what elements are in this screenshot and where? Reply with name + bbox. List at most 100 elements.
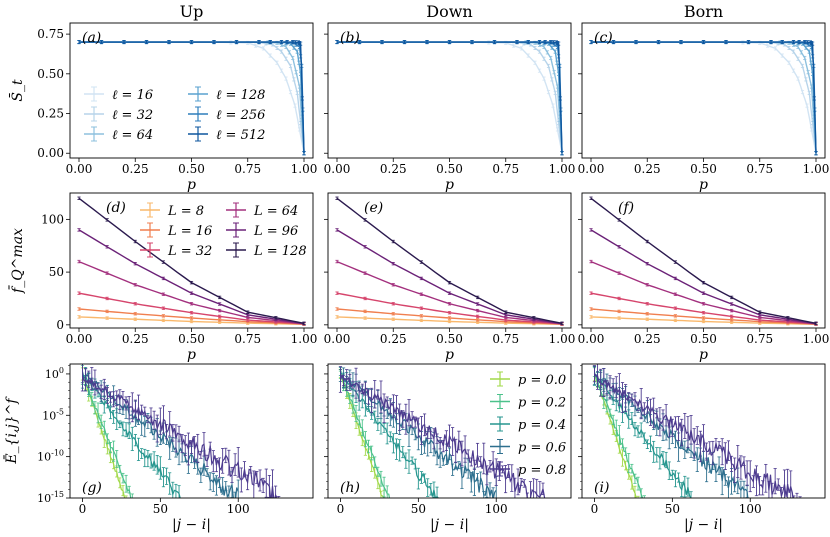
x-axis-label: p [445,177,454,193]
panel-e: 0.00 0.25 0.50 0.75 1.00 p (e) [324,192,576,363]
legend-label: p = 0.2 [518,396,566,411]
x-tick-label: 0.25 [122,162,149,176]
axes-frame [327,363,572,499]
y-tick-label: 0.00 [37,146,64,160]
axes-frame [69,22,314,159]
legend-entry: p = 0.8 [490,461,566,478]
x-tick-label: 50 [411,502,426,516]
x-tick-label: 100 [485,502,508,516]
x-tick-label: 0 [79,502,87,516]
legend-label: L = 16 [167,224,212,239]
series-16 [335,40,564,156]
series-line [337,41,563,154]
series-line [590,229,817,325]
legend-entry: ℓ = 16 [84,86,153,103]
y-tick-label: 10-5 [42,407,64,422]
x-tick-label: 0.00 [324,162,351,176]
legend-label: ℓ = 32 [112,108,153,123]
x-tick-label: 0.50 [436,332,463,346]
legend-label: ℓ = 256 [216,108,265,123]
x-tick-label: 0.00 [66,162,93,176]
series-line [337,41,563,154]
svg-text:Ē_{i,j}^f: Ē_{i,j}^f [2,396,20,465]
series-line [337,41,563,154]
x-axis-label: p [699,177,708,193]
axes-frame [327,22,572,159]
x-tick-label: 50 [153,502,168,516]
x-tick-label: 0.75 [746,162,773,176]
series-L96 [335,228,564,326]
series-line [337,41,563,154]
legend-entry: L = 64 [226,202,298,219]
svg-text:f̄_Q^max: f̄_Q^max [8,228,26,294]
legend-entry: ℓ = 32 [84,106,153,123]
series-line [591,41,817,154]
series-p0.8 [80,364,281,498]
axes-frame [581,22,826,159]
x-tick-label: 1.00 [291,332,318,346]
legend-label: L = 64 [253,204,298,219]
x-tick-label: 0.25 [634,162,661,176]
series-p0.8 [592,364,802,498]
x-tick-label: 0.25 [380,162,407,176]
plot-area [338,366,546,498]
series-line [339,371,440,498]
series-p0.4 [338,367,440,498]
x-axis-label: p [699,347,708,363]
x-tick-label: 0.75 [234,332,261,346]
legend-entry: ℓ = 128 [188,86,265,103]
series-L96 [589,228,818,326]
axes-frame [69,192,314,329]
x-tick-label: 1.00 [549,332,576,346]
legend-entry: p = 0.0 [490,371,566,388]
y-tick-label: 100 [45,366,64,381]
legend-label: p = 0.0 [518,373,566,388]
plot-area [77,196,306,326]
legend-label: p = 0.8 [518,463,566,478]
x-tick-label: 100 [227,502,250,516]
series-line [82,375,181,498]
panel-label: (c) [594,30,613,46]
x-tick-label: 0.50 [690,162,717,176]
x-tick-label: 0.00 [324,332,351,346]
series-512 [589,40,818,156]
x-axis-label: p [187,177,196,193]
legend: p = 0.0 p = 0.2 p = 0.4 p = 0.6 p = 0.8 [490,371,566,478]
panel-label: (g) [82,480,102,496]
legend-entry: L = 16 [140,222,212,239]
x-tick-label: 0.75 [746,332,773,346]
x-tick-label: 100 [739,502,762,516]
x-axis-label: p [187,347,196,363]
panel-label: (e) [364,200,383,216]
legend-entry: ℓ = 64 [84,126,153,143]
x-tick-label: 50 [665,502,680,516]
legend-entry: L = 128 [226,242,307,259]
column-title-born: Born [684,2,723,21]
axes-frame [581,363,826,499]
panel-g: 0 50 100 100 10-5 10-10 10-15 |j − i| (g) [37,363,314,533]
x-tick-label: 0.00 [578,332,605,346]
x-tick-label: 0.75 [492,332,519,346]
series-line [336,229,563,325]
series-line [337,41,563,154]
legend-entry: ℓ = 256 [188,106,265,123]
x-axis-label: |j − i| [684,517,723,533]
panel-d: 0.00 0.25 0.50 0.75 1.00 0 50 100 p (d) L = 8 L = 1… [41,192,318,363]
x-tick-label: 1.00 [291,162,318,176]
y-tick-label: 10-15 [37,490,64,505]
legend-label: ℓ = 16 [112,88,153,103]
series-line [591,41,817,154]
legend-entry: ℓ = 512 [188,126,265,143]
legend: L = 8 L = 16 L = 32 L = 64 L = 96 L = 128 [140,202,307,259]
plot-area [77,40,306,156]
x-axis-label: p [445,347,454,363]
series-line [591,41,817,154]
plot-area [589,40,818,156]
legend-label: ℓ = 512 [216,128,265,143]
series-line [337,41,563,154]
column-title-up: Up [180,2,204,21]
legend: ℓ = 16 ℓ = 32 ℓ = 64 ℓ = 128 ℓ = 256 ℓ = 512 [84,86,265,143]
x-tick-label: 0.25 [122,332,149,346]
x-tick-label: 0.00 [66,332,93,346]
legend-entry: L = 32 [140,242,212,259]
